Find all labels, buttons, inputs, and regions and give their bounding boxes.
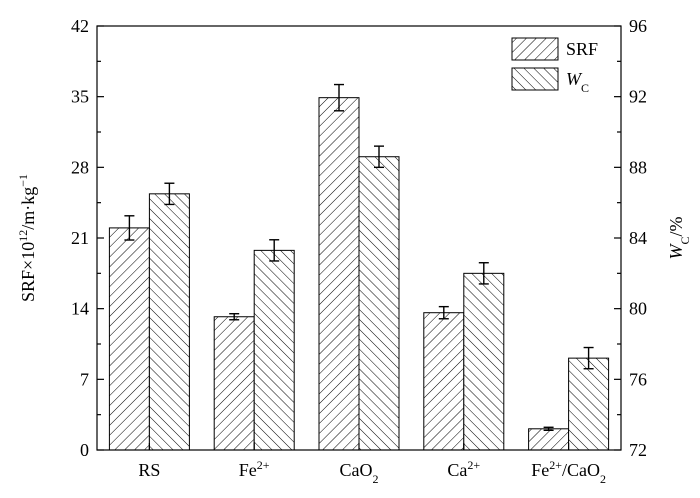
bar-wc-2 xyxy=(253,249,295,451)
right-tick-label: 72 xyxy=(629,440,647,460)
right-tick-label: 84 xyxy=(629,228,647,248)
left-tick-label: 21 xyxy=(71,228,89,248)
error-bar-wc-1 xyxy=(164,182,175,206)
right-tick-label: 92 xyxy=(629,87,647,107)
right-tick-label: 88 xyxy=(629,157,647,177)
x-tick-label: Ca2+ xyxy=(447,458,480,480)
bars-layer xyxy=(108,97,610,451)
legend-item-srf: SRF xyxy=(511,37,598,61)
bar-wc-5 xyxy=(568,357,610,451)
error-bar-wc-5 xyxy=(583,346,594,370)
legend-label: SRF xyxy=(566,39,598,59)
left-tick-label: 0 xyxy=(80,440,89,460)
x-tick-label: RS xyxy=(138,460,160,480)
error-bars-layer xyxy=(124,83,594,432)
bar-wc-1 xyxy=(148,193,190,451)
error-bar-srf-1 xyxy=(124,215,135,241)
right-tick-label: 76 xyxy=(629,369,647,389)
bar-srf-1 xyxy=(108,227,150,451)
left-tick-label: 42 xyxy=(71,16,89,36)
x-tick-label: Fe2+/CaO2 xyxy=(531,458,606,486)
y-left-axis-label: SRF×1012/m·kg−1 xyxy=(16,174,38,302)
right-tick-label: 96 xyxy=(629,16,647,36)
right-tick-label: 80 xyxy=(629,299,647,319)
bar-srf-2 xyxy=(213,316,255,451)
x-tick-label: Fe2+ xyxy=(239,458,270,480)
bar-wc-3 xyxy=(358,156,400,451)
error-bar-srf-5 xyxy=(543,426,554,432)
left-tick-label: 35 xyxy=(71,87,89,107)
left-tick-label: 28 xyxy=(71,157,89,177)
bar-srf-4 xyxy=(423,312,465,451)
error-bar-wc-3 xyxy=(374,145,384,169)
left-tick-label: 14 xyxy=(71,299,89,319)
bar-wc-4 xyxy=(463,272,505,451)
legend-item-wc: WC xyxy=(511,67,589,95)
left-tick-label: 7 xyxy=(80,369,89,389)
left-axis-ticks: 0 7 14 21 28 35 42 xyxy=(71,16,104,460)
bar-srf-5 xyxy=(528,428,570,451)
y-right-axis-label: WC/% xyxy=(666,216,692,259)
error-bar-srf-4 xyxy=(438,305,449,320)
error-bar-srf-2 xyxy=(229,313,240,321)
error-bar-srf-3 xyxy=(334,83,344,112)
legend-swatch xyxy=(511,67,559,91)
right-axis-ticks: 72 76 80 84 88 92 96 xyxy=(614,16,647,460)
x-axis-ticks: RS Fe2+ CaO2 Ca2+ Fe2+/CaO2 xyxy=(138,443,606,486)
error-bar-wc-4 xyxy=(478,262,489,285)
error-bar-wc-2 xyxy=(269,239,280,262)
legend: SRF WC xyxy=(511,37,598,95)
legend-label: WC xyxy=(566,69,589,95)
legend-swatch xyxy=(511,37,559,61)
bar-srf-3 xyxy=(318,97,360,451)
x-tick-label: CaO2 xyxy=(340,460,379,486)
